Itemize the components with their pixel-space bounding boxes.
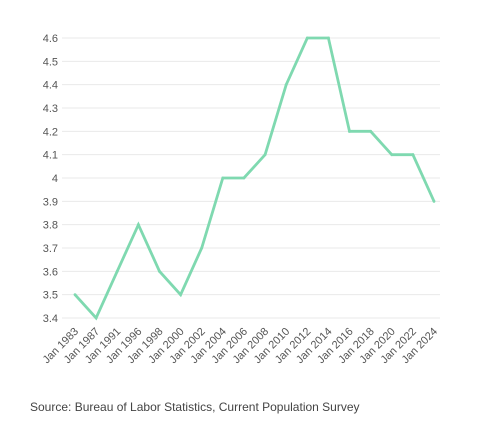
y-axis-ticks: 3.4 3.5 3.6 3.7 3.8 3.9 4 4.1 4.2 4.3 4.4 4.5 4.6 xyxy=(43,33,58,325)
data-point xyxy=(432,199,436,203)
series-line xyxy=(73,36,436,321)
data-point xyxy=(136,223,140,227)
y-tick-label: 3.4 xyxy=(43,313,58,325)
data-point xyxy=(348,129,351,133)
y-tick-label: 4.3 xyxy=(43,103,58,115)
series-group xyxy=(73,36,436,321)
y-tick-label: 3.9 xyxy=(43,196,58,208)
data-point xyxy=(200,246,204,250)
y-tick-label: 3.6 xyxy=(43,266,58,278)
y-tick-label: 4.2 xyxy=(43,126,58,138)
source-note: Source: Bureau of Labor Statistics, Curr… xyxy=(30,400,360,414)
gridlines xyxy=(62,37,440,319)
data-point xyxy=(115,269,119,273)
y-tick-label: 4.1 xyxy=(43,150,58,162)
y-tick-label: 4.6 xyxy=(43,33,58,45)
data-point xyxy=(263,153,267,157)
y-tick-label: 4 xyxy=(52,173,58,185)
y-tick-label: 4.4 xyxy=(43,80,58,92)
data-point xyxy=(242,176,246,180)
y-tick-label: 3.8 xyxy=(43,220,58,232)
data-point xyxy=(327,36,330,40)
data-point xyxy=(158,269,161,273)
data-point xyxy=(73,293,77,297)
y-tick-label: 3.5 xyxy=(43,290,58,302)
data-point xyxy=(369,129,373,133)
data-point xyxy=(305,36,309,40)
data-point xyxy=(284,83,288,87)
data-point xyxy=(179,293,182,297)
data-point xyxy=(411,153,415,157)
y-tick-label: 3.7 xyxy=(43,243,58,255)
data-point xyxy=(221,176,225,180)
y-tick-label: 4.5 xyxy=(43,56,58,68)
data-point xyxy=(94,316,98,320)
data-point xyxy=(390,153,394,157)
